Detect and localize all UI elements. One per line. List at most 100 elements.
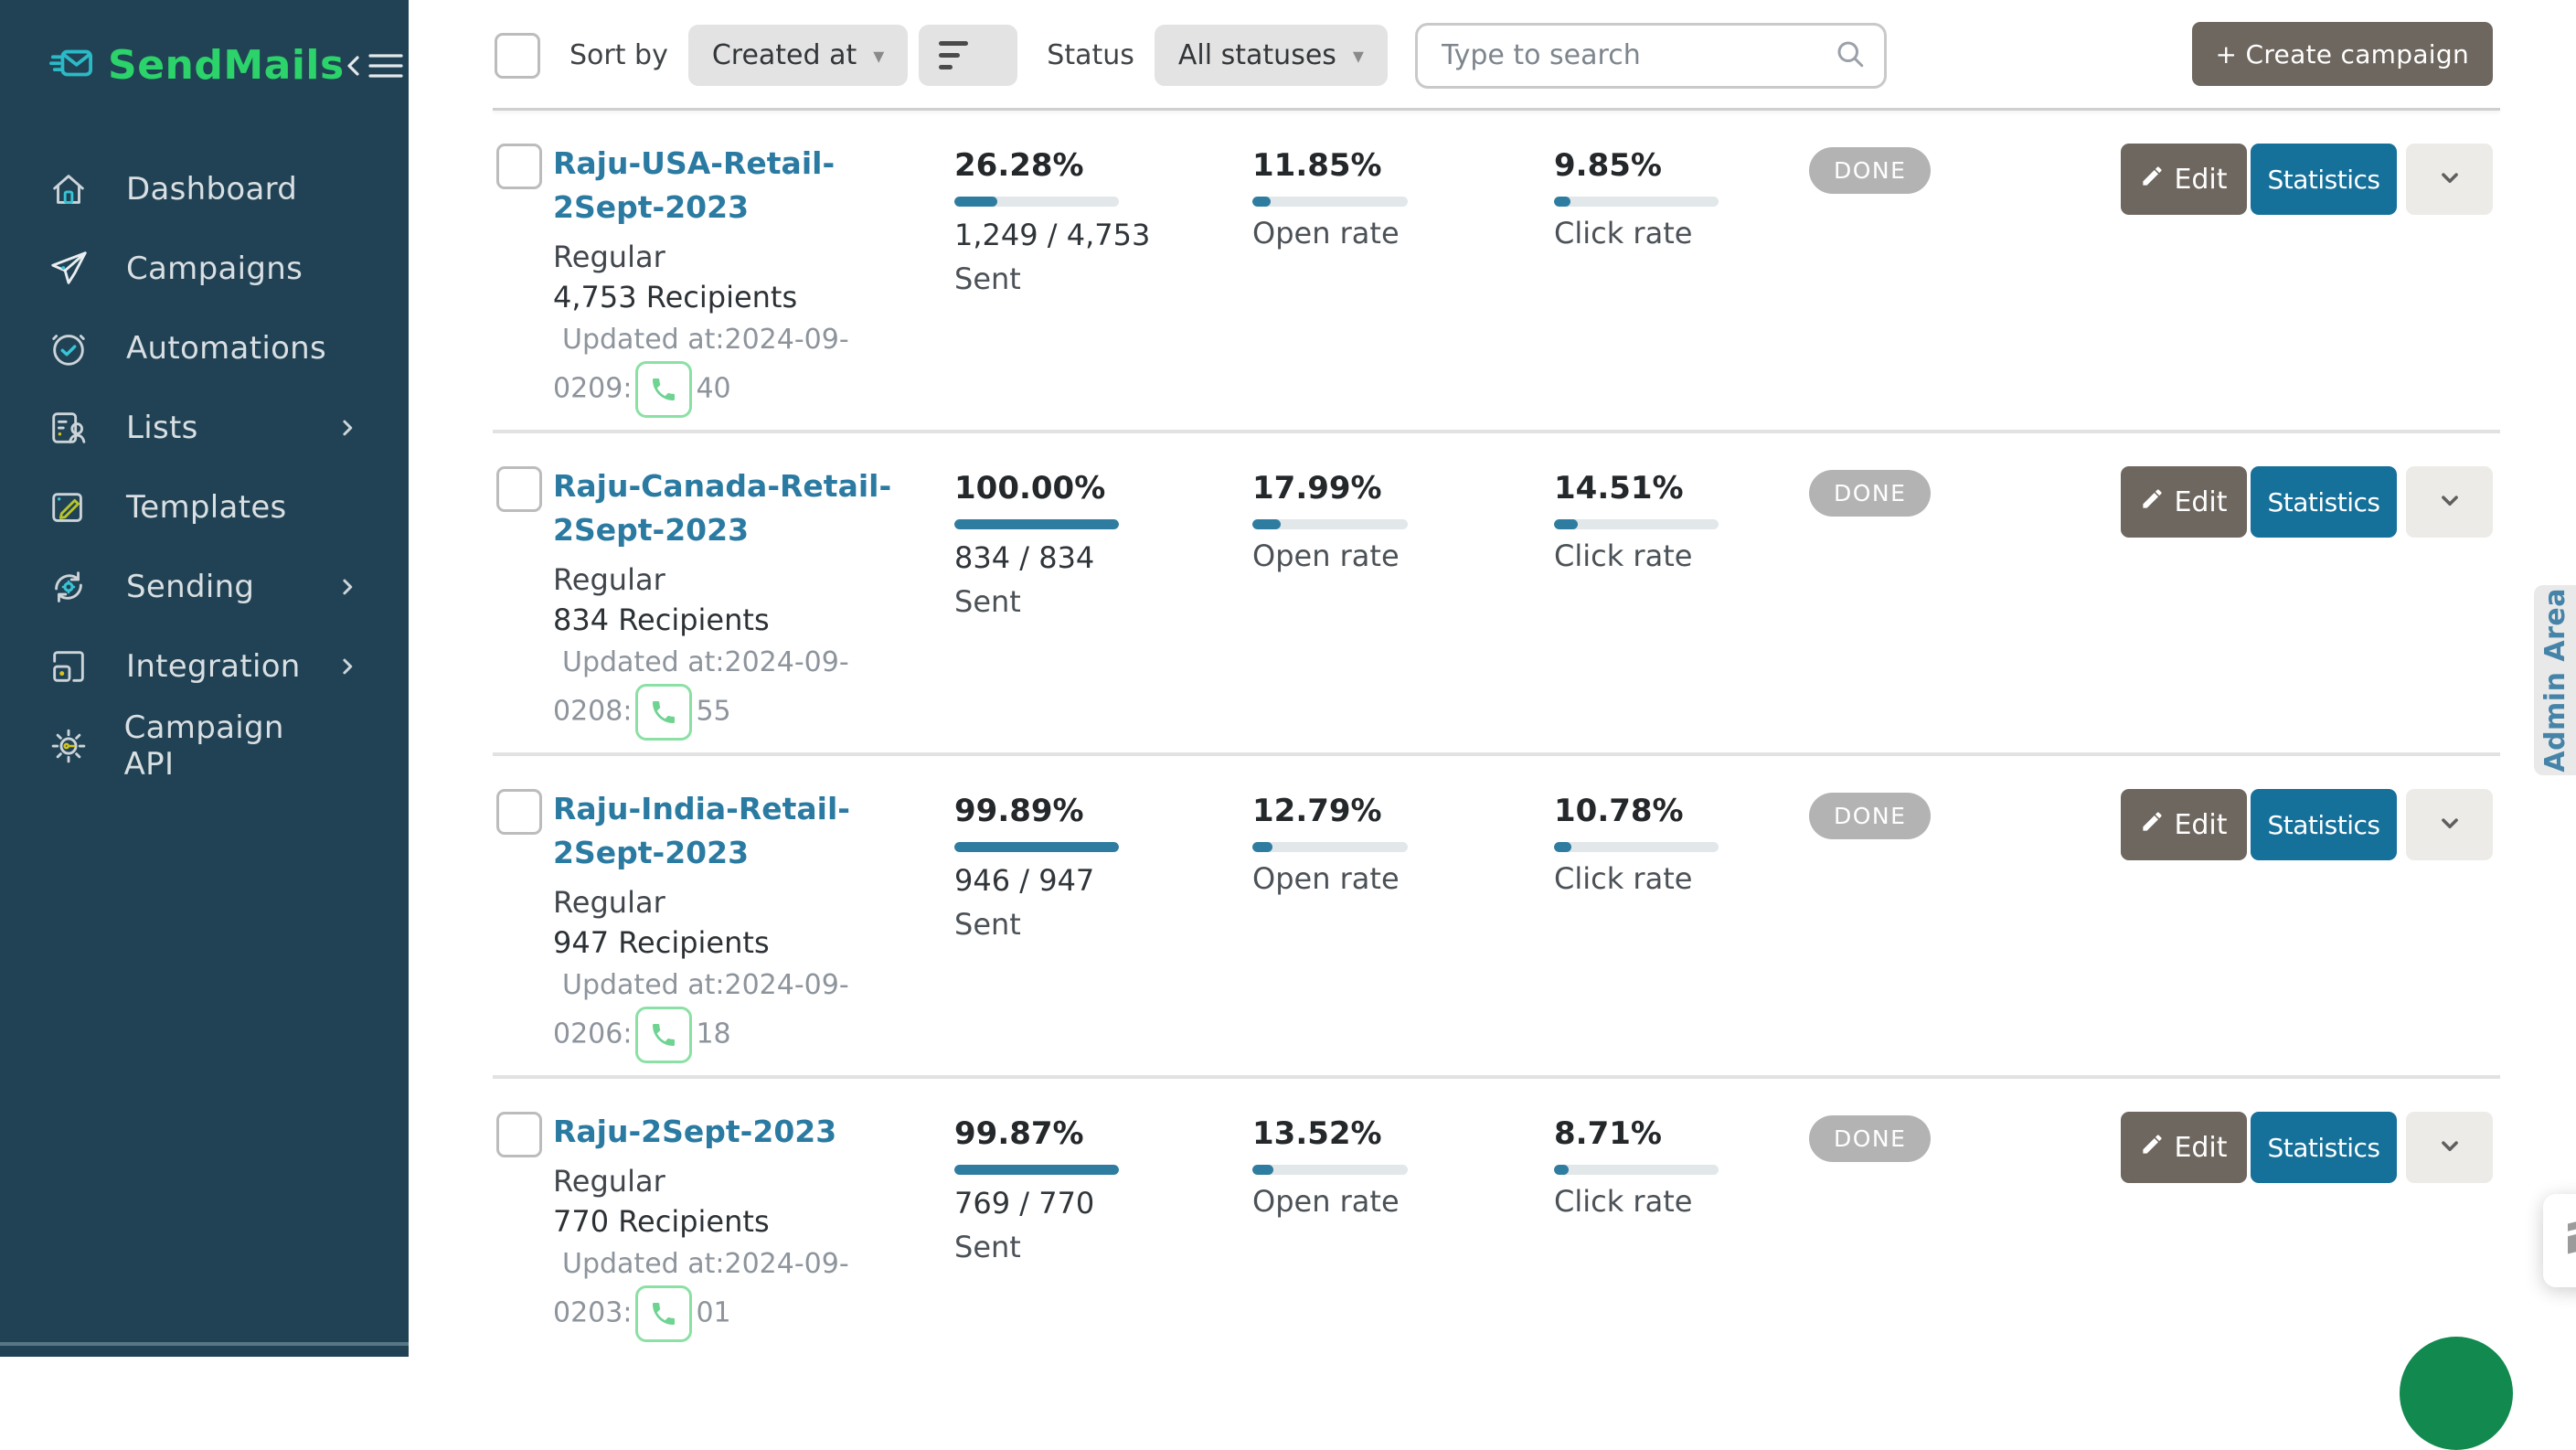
search-field xyxy=(1414,22,1887,89)
edit-button[interactable]: Edit xyxy=(2121,1112,2247,1183)
click-rate-progress-bar xyxy=(1554,519,1719,529)
campaign-updated-at: Updated at:2024-09- 0206: 18 xyxy=(553,965,919,1063)
row-checkbox[interactable] xyxy=(496,1112,542,1157)
row-checkbox[interactable] xyxy=(496,789,542,835)
click-rate-percent: 8.71% xyxy=(1554,1115,1662,1152)
click-rate-percent: 14.51% xyxy=(1554,470,1684,506)
click-rate-percent: 10.78% xyxy=(1554,793,1684,829)
sidebar-item-lists[interactable]: Lists xyxy=(0,388,409,467)
phone-icon[interactable] xyxy=(635,1285,693,1342)
alarm-clock-icon xyxy=(48,327,93,369)
chevron-down-icon xyxy=(2434,1130,2465,1165)
sidebar-item-integration[interactable]: Integration xyxy=(0,626,409,706)
phone-icon[interactable] xyxy=(635,1007,693,1063)
create-campaign-button[interactable]: + Create campaign xyxy=(2191,22,2493,86)
row-more-button[interactable] xyxy=(2406,466,2493,538)
click-rate-metric: 10.78% Click rate xyxy=(1554,793,1719,896)
phone-icon[interactable] xyxy=(635,684,693,741)
chevron-down-icon xyxy=(2434,485,2465,519)
open-rate-label: Open rate xyxy=(1252,216,1400,251)
click-rate-percent: 9.85% xyxy=(1554,147,1662,184)
click-rate-progress-bar xyxy=(1554,197,1719,207)
sidebar-item-dashboard[interactable]: Dashboard xyxy=(0,149,409,229)
sent-label: Sent xyxy=(954,1230,1021,1264)
row-more-button[interactable] xyxy=(2406,1112,2493,1183)
open-rate-percent: 13.52% xyxy=(1252,1115,1382,1152)
edit-button[interactable]: Edit xyxy=(2121,466,2247,538)
sidebar-nav: Dashboard Campaigns Automations Lists Te… xyxy=(0,149,409,785)
edit-button[interactable]: Edit xyxy=(2121,789,2247,860)
campaign-updated-at: Updated at:2024-09- 0208: 55 xyxy=(553,642,919,741)
status-dropdown[interactable]: All statuses ▾ xyxy=(1154,25,1388,86)
sort-direction-button[interactable] xyxy=(919,25,1018,86)
sent-percent: 26.28% xyxy=(954,147,1084,184)
open-rate-metric: 13.52% Open rate xyxy=(1252,1115,1408,1219)
sidebar-item-campaign-api[interactable]: Campaign API xyxy=(0,706,409,785)
pencil-icon xyxy=(2140,809,2165,841)
pencil-icon xyxy=(2140,1132,2165,1164)
sidebar-collapse-button[interactable] xyxy=(345,47,405,85)
sent-metric: 100.00% 834 / 834 Sent xyxy=(954,470,1119,619)
pencil-icon xyxy=(2140,164,2165,196)
select-all-checkbox[interactable] xyxy=(495,32,540,79)
click-rate-label: Click rate xyxy=(1554,861,1693,896)
status-badge: DONE xyxy=(1809,470,1932,517)
row-checkbox[interactable] xyxy=(496,144,542,189)
row-more-button[interactable] xyxy=(2406,144,2493,215)
statistics-button[interactable]: Statistics xyxy=(2251,144,2397,215)
chevron-right-icon xyxy=(334,653,361,680)
click-rate-label: Click rate xyxy=(1554,538,1693,573)
pencil-icon xyxy=(2140,486,2165,518)
statistics-button[interactable]: Statistics xyxy=(2251,1112,2397,1183)
open-rate-metric: 11.85% Open rate xyxy=(1252,147,1408,251)
campaign-name-link[interactable]: Raju-2Sept-2023 xyxy=(553,1114,837,1149)
click-rate-label: Click rate xyxy=(1554,216,1693,251)
statistics-button[interactable]: Statistics xyxy=(2251,789,2397,860)
sync-gear-icon xyxy=(48,566,93,608)
chat-bubble-button[interactable] xyxy=(2400,1337,2513,1450)
campaign-recipients: 4,753 Recipients xyxy=(553,280,798,315)
sent-progress-bar xyxy=(954,1165,1119,1175)
open-rate-label: Open rate xyxy=(1252,861,1400,896)
pen-square-icon xyxy=(48,486,93,528)
sidebar-item-templates[interactable]: Templates xyxy=(0,467,409,547)
sent-metric: 26.28% 1,249 / 4,753 Sent xyxy=(954,147,1150,296)
campaign-recipients: 834 Recipients xyxy=(553,602,770,637)
campaign-row: Raju-Canada-Retail-2Sept-2023 Regular 83… xyxy=(409,433,2576,756)
search-input[interactable] xyxy=(1414,22,1887,89)
click-rate-label: Click rate xyxy=(1554,1184,1693,1219)
campaign-name-link[interactable]: Raju-Canada-Retail-2Sept-2023 xyxy=(553,468,892,548)
sent-fraction: 1,249 / 4,753 xyxy=(954,218,1151,252)
paper-plane-icon xyxy=(48,248,93,290)
sort-field-dropdown[interactable]: Created at ▾ xyxy=(687,25,909,86)
sidebar-item-campaigns[interactable]: Campaigns xyxy=(0,229,409,308)
open-rate-percent: 11.85% xyxy=(1252,147,1382,184)
sent-percent: 99.89% xyxy=(954,793,1084,829)
chevron-down-icon xyxy=(2434,162,2465,197)
campaign-recipients: 947 Recipients xyxy=(553,925,770,960)
open-rate-percent: 12.79% xyxy=(1252,793,1382,829)
sidebar-item-automations[interactable]: Automations xyxy=(0,308,409,388)
row-more-button[interactable] xyxy=(2406,789,2493,860)
envelope-logo-icon xyxy=(48,43,95,89)
row-checkbox[interactable] xyxy=(496,466,542,512)
chevron-right-icon xyxy=(334,414,361,442)
admin-area-tab[interactable]: Admin Area xyxy=(2534,585,2576,775)
integration-icon xyxy=(48,645,93,688)
campaign-name-link[interactable]: Raju-India-Retail-2Sept-2023 xyxy=(553,791,851,870)
sendmails-logo[interactable]: SendMails xyxy=(48,42,345,89)
open-rate-progress-bar xyxy=(1252,197,1408,207)
corner-widget-card[interactable] xyxy=(2543,1194,2576,1287)
sidebar-header: SendMails xyxy=(0,0,409,89)
sent-percent: 99.87% xyxy=(954,1115,1084,1152)
sent-metric: 99.87% 769 / 770 Sent xyxy=(954,1115,1119,1264)
statistics-button[interactable]: Statistics xyxy=(2251,466,2397,538)
status-badge: DONE xyxy=(1809,1115,1932,1162)
click-rate-progress-bar xyxy=(1554,1165,1719,1175)
sidebar-item-sending[interactable]: Sending xyxy=(0,547,409,626)
campaign-name-link[interactable]: Raju-USA-Retail-2Sept-2023 xyxy=(553,145,836,225)
sent-label: Sent xyxy=(954,907,1021,942)
phone-icon[interactable] xyxy=(635,361,693,418)
edit-button[interactable]: Edit xyxy=(2121,144,2247,215)
status-badge: DONE xyxy=(1809,147,1932,194)
